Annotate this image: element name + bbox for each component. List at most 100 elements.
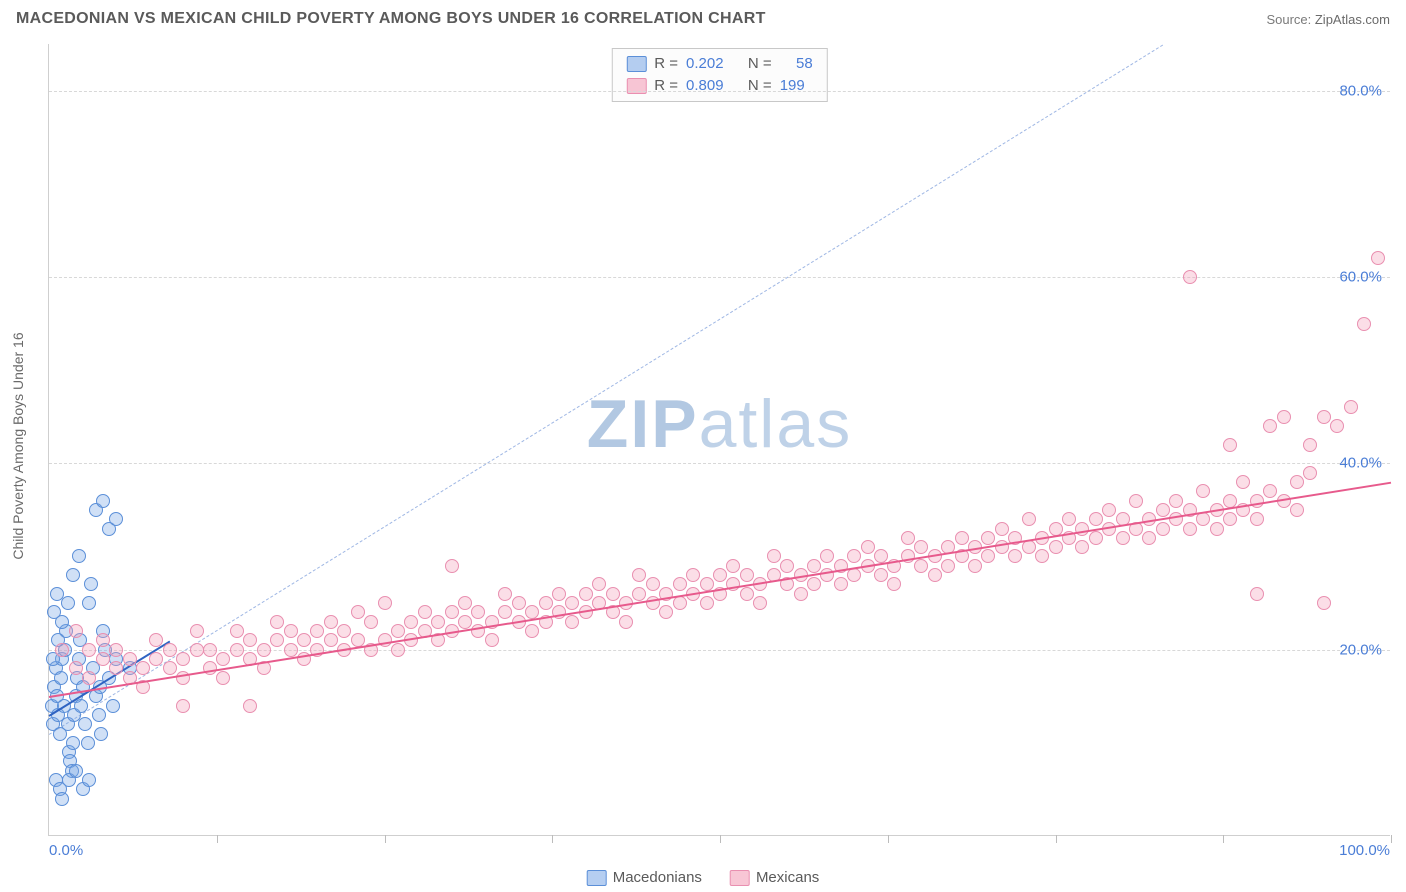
- xtick: [888, 835, 889, 843]
- stats-row-mexicans: R = 0.809 N = 199: [626, 75, 812, 97]
- data-point: [176, 652, 190, 666]
- data-point: [632, 568, 646, 582]
- ytick-label: 60.0%: [1339, 268, 1382, 285]
- data-point: [123, 652, 137, 666]
- data-point: [807, 559, 821, 573]
- stats-row-macedonians: R = 0.202 N = 58: [626, 53, 812, 75]
- data-point: [149, 633, 163, 647]
- data-point: [1156, 503, 1170, 517]
- data-point: [673, 596, 687, 610]
- data-point: [1223, 512, 1237, 526]
- data-point: [243, 633, 257, 647]
- xaxis-max: 100.0%: [1339, 842, 1390, 859]
- data-point: [257, 643, 271, 657]
- data-point: [1357, 317, 1371, 331]
- data-point: [1022, 512, 1036, 526]
- data-point: [1116, 531, 1130, 545]
- data-point: [203, 643, 217, 657]
- data-point: [270, 633, 284, 647]
- data-point: [445, 605, 459, 619]
- gridline: [49, 91, 1390, 92]
- data-point: [1062, 512, 1076, 526]
- data-point: [713, 568, 727, 582]
- data-point: [176, 699, 190, 713]
- n-val-mex: 199: [780, 75, 805, 97]
- data-point: [458, 615, 472, 629]
- data-point: [807, 577, 821, 591]
- data-point: [96, 633, 110, 647]
- data-point: [1250, 512, 1264, 526]
- data-point: [163, 661, 177, 675]
- data-point: [1263, 419, 1277, 433]
- data-point: [82, 671, 96, 685]
- data-point: [767, 549, 781, 563]
- data-point: [190, 643, 204, 657]
- data-point: [391, 624, 405, 638]
- data-point: [1250, 587, 1264, 601]
- data-point: [458, 596, 472, 610]
- data-point: [445, 559, 459, 573]
- data-point: [485, 633, 499, 647]
- data-point: [55, 792, 69, 806]
- data-point: [82, 773, 96, 787]
- r-val-mac: 0.202: [686, 53, 724, 75]
- n-label: N =: [748, 53, 772, 75]
- data-point: [1089, 531, 1103, 545]
- data-point: [297, 633, 311, 647]
- r-val-mex: 0.809: [686, 75, 724, 97]
- diagonal-reference: [49, 44, 1163, 734]
- data-point: [794, 587, 808, 601]
- data-point: [230, 643, 244, 657]
- data-point: [1102, 503, 1116, 517]
- data-point: [270, 615, 284, 629]
- data-point: [565, 615, 579, 629]
- data-point: [82, 643, 96, 657]
- data-point: [726, 559, 740, 573]
- trend-line: [49, 482, 1391, 698]
- data-point: [995, 522, 1009, 536]
- source-link[interactable]: ZipAtlas.com: [1315, 12, 1390, 27]
- legend-item-mexicans: Mexicans: [730, 869, 819, 886]
- swatch-icon: [730, 870, 750, 886]
- data-point: [1008, 549, 1022, 563]
- data-point: [404, 615, 418, 629]
- data-point: [163, 643, 177, 657]
- stats-legend: R = 0.202 N = 58 R = 0.809 N = 199: [611, 48, 827, 102]
- data-point: [364, 615, 378, 629]
- data-point: [659, 605, 673, 619]
- data-point: [82, 596, 96, 610]
- data-point: [619, 615, 633, 629]
- data-point: [1210, 522, 1224, 536]
- data-point: [55, 615, 69, 629]
- watermark-bold: ZIP: [587, 386, 699, 462]
- data-point: [874, 568, 888, 582]
- source-prefix: Source:: [1266, 12, 1314, 27]
- data-point: [753, 596, 767, 610]
- data-point: [96, 494, 110, 508]
- r-label: R =: [654, 75, 678, 97]
- data-point: [94, 727, 108, 741]
- data-point: [310, 624, 324, 638]
- chart-header: MACEDONIAN VS MEXICAN CHILD POVERTY AMON…: [0, 0, 1406, 34]
- xtick: [1391, 835, 1392, 843]
- data-point: [498, 605, 512, 619]
- watermark-rest: atlas: [699, 386, 853, 462]
- data-point: [887, 577, 901, 591]
- data-point: [337, 624, 351, 638]
- data-point: [243, 699, 257, 713]
- legend-label-mex: Mexicans: [756, 869, 819, 886]
- data-point: [203, 661, 217, 675]
- data-point: [1075, 540, 1089, 554]
- data-point: [673, 577, 687, 591]
- data-point: [1223, 494, 1237, 508]
- y-axis-label: Child Poverty Among Boys Under 16: [10, 332, 26, 559]
- data-point: [78, 717, 92, 731]
- legend-item-macedonians: Macedonians: [587, 869, 702, 886]
- data-point: [552, 587, 566, 601]
- data-point: [914, 559, 928, 573]
- swatch-icon: [587, 870, 607, 886]
- data-point: [1290, 503, 1304, 517]
- data-point: [61, 596, 75, 610]
- data-point: [216, 652, 230, 666]
- data-point: [72, 549, 86, 563]
